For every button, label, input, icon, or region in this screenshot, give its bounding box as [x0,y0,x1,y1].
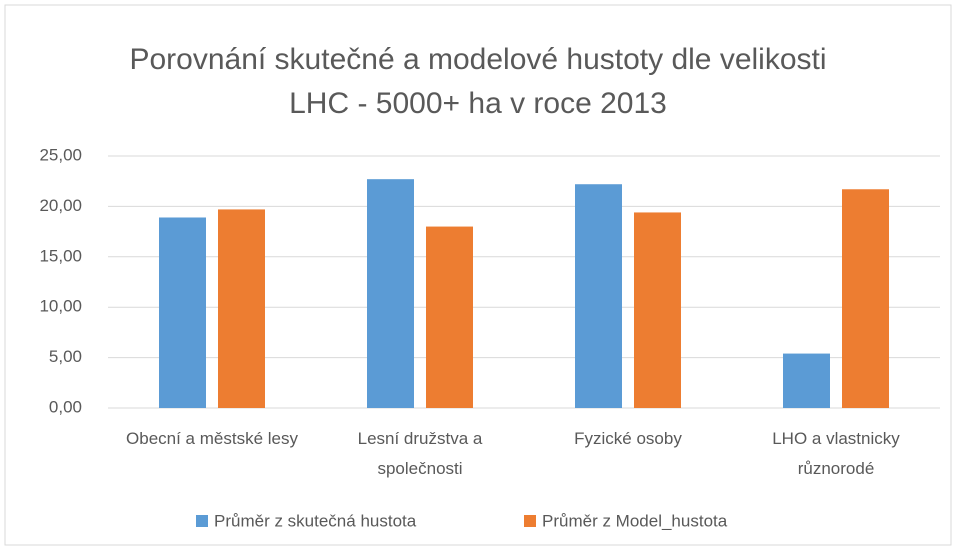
y-tick-label: 25,00 [39,145,82,164]
bar [426,226,473,408]
chart-title: Porovnání skutečné a modelové hustoty dl… [129,43,827,120]
legend-swatch [196,515,208,527]
y-tick-label: 0,00 [49,397,82,416]
x-tick-label: Fyzické osoby [574,429,682,448]
x-tick-label: LHO a vlastnicky různorodé [772,429,900,478]
bar [634,212,681,408]
y-tick-label: 20,00 [39,196,82,215]
bar [367,179,414,408]
bar [575,184,622,408]
y-tick-label: 5,00 [49,347,82,366]
bar [159,217,206,408]
bar [842,189,889,408]
x-tick-label: Lesní družstva a společnosti [357,429,483,478]
y-tick-label: 15,00 [39,246,82,265]
legend-label: Průměr z Model_hustota [542,511,728,530]
x-tick-label: Obecní a městské lesy [126,429,298,448]
legend-swatch [524,515,536,527]
bar [783,353,830,408]
bar [218,209,265,408]
y-tick-label: 10,00 [39,297,82,316]
legend-label: Průměr z skutečná hustota [214,511,417,530]
